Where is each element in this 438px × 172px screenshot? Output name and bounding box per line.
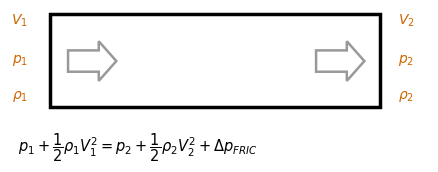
Polygon shape xyxy=(68,41,116,81)
Text: $p_1 + \dfrac{1}{2}\rho_1 V_1^2 = p_2 + \dfrac{1}{2}\rho_2 V_2^2 + \Delta p_{FRI: $p_1 + \dfrac{1}{2}\rho_1 V_1^2 = p_2 + … xyxy=(18,132,257,164)
Text: $\rho_2$: $\rho_2$ xyxy=(397,89,413,104)
Bar xyxy=(50,14,379,107)
Polygon shape xyxy=(315,41,364,81)
Text: $V_1$: $V_1$ xyxy=(11,12,28,29)
Text: $p_1$: $p_1$ xyxy=(12,53,28,68)
Text: $p_2$: $p_2$ xyxy=(397,53,413,68)
Text: $V_2$: $V_2$ xyxy=(397,12,413,29)
Text: $\rho_1$: $\rho_1$ xyxy=(12,89,28,104)
